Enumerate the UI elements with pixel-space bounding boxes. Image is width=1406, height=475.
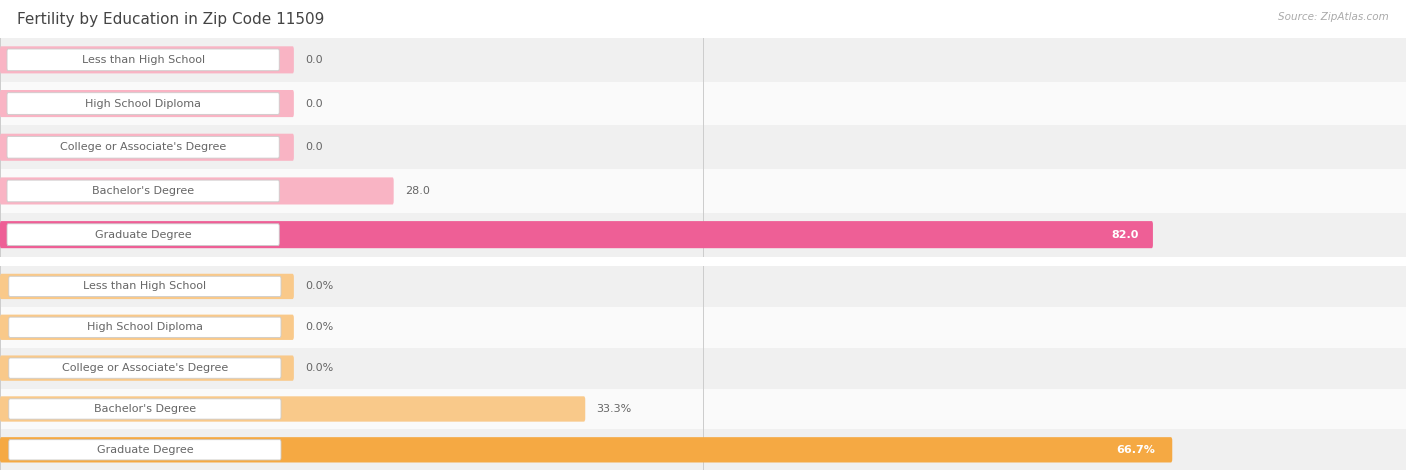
Text: 0.0%: 0.0% xyxy=(305,322,333,332)
FancyBboxPatch shape xyxy=(7,180,280,202)
FancyBboxPatch shape xyxy=(0,90,294,117)
Text: Bachelor's Degree: Bachelor's Degree xyxy=(91,186,194,196)
Text: 0.0%: 0.0% xyxy=(305,363,333,373)
FancyBboxPatch shape xyxy=(0,355,294,381)
Text: Graduate Degree: Graduate Degree xyxy=(94,229,191,240)
Text: 0.0: 0.0 xyxy=(305,55,323,65)
FancyBboxPatch shape xyxy=(8,440,281,460)
FancyBboxPatch shape xyxy=(0,437,1173,463)
Bar xyxy=(0,266,1406,307)
Bar xyxy=(0,307,1406,348)
Bar xyxy=(0,125,1406,169)
Text: 28.0: 28.0 xyxy=(405,186,430,196)
Bar xyxy=(0,38,1406,82)
Bar xyxy=(0,429,1406,470)
Text: 0.0: 0.0 xyxy=(305,98,323,109)
Text: 33.3%: 33.3% xyxy=(596,404,631,414)
Text: 82.0: 82.0 xyxy=(1112,229,1139,240)
Text: High School Diploma: High School Diploma xyxy=(86,98,201,109)
FancyBboxPatch shape xyxy=(8,317,281,337)
Text: Source: ZipAtlas.com: Source: ZipAtlas.com xyxy=(1278,12,1389,22)
Bar xyxy=(0,389,1406,429)
FancyBboxPatch shape xyxy=(0,221,1153,248)
Text: College or Associate's Degree: College or Associate's Degree xyxy=(60,142,226,152)
FancyBboxPatch shape xyxy=(0,46,294,74)
FancyBboxPatch shape xyxy=(7,49,280,71)
FancyBboxPatch shape xyxy=(8,358,281,378)
Text: 0.0%: 0.0% xyxy=(305,281,333,292)
Text: College or Associate's Degree: College or Associate's Degree xyxy=(62,363,228,373)
FancyBboxPatch shape xyxy=(0,133,294,161)
Text: Fertility by Education in Zip Code 11509: Fertility by Education in Zip Code 11509 xyxy=(17,12,325,27)
Bar xyxy=(0,348,1406,389)
FancyBboxPatch shape xyxy=(8,276,281,296)
Text: Less than High School: Less than High School xyxy=(82,55,205,65)
Text: 0.0: 0.0 xyxy=(305,142,323,152)
Text: Graduate Degree: Graduate Degree xyxy=(97,445,193,455)
Bar xyxy=(0,169,1406,213)
Bar xyxy=(0,213,1406,256)
FancyBboxPatch shape xyxy=(7,93,280,114)
FancyBboxPatch shape xyxy=(7,224,280,246)
Text: 66.7%: 66.7% xyxy=(1116,445,1154,455)
FancyBboxPatch shape xyxy=(0,274,294,299)
Bar xyxy=(0,82,1406,125)
Text: Less than High School: Less than High School xyxy=(83,281,207,292)
Text: High School Diploma: High School Diploma xyxy=(87,322,202,332)
Text: Bachelor's Degree: Bachelor's Degree xyxy=(94,404,195,414)
FancyBboxPatch shape xyxy=(0,177,394,205)
FancyBboxPatch shape xyxy=(0,314,294,340)
FancyBboxPatch shape xyxy=(0,396,585,422)
FancyBboxPatch shape xyxy=(7,136,280,158)
FancyBboxPatch shape xyxy=(8,399,281,419)
